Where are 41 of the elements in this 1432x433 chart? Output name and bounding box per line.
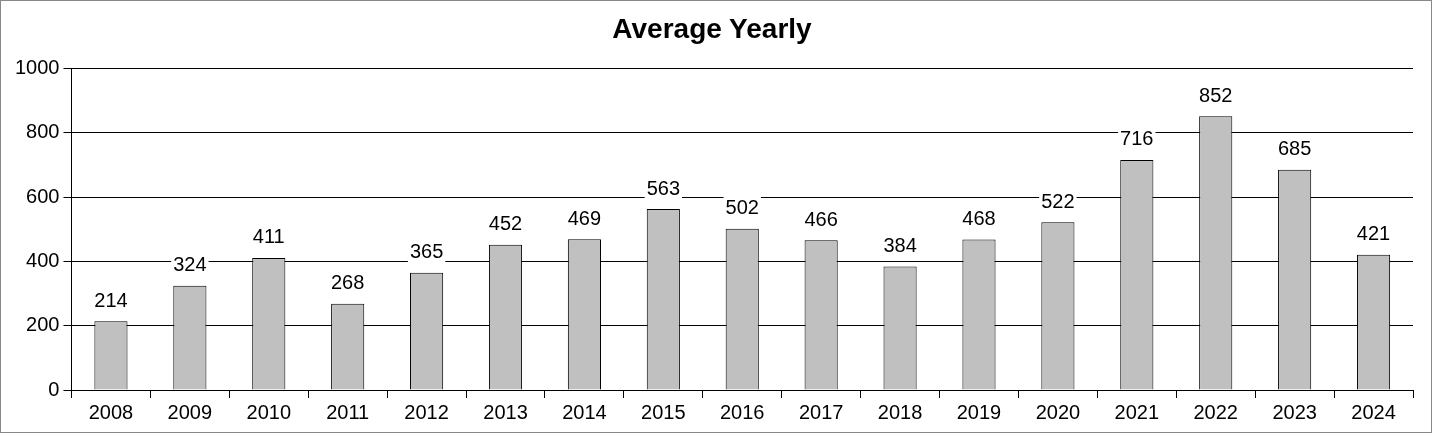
- data-label: 522: [1041, 189, 1075, 212]
- data-label: 685: [1277, 137, 1312, 160]
- y-tick-label: 200: [26, 313, 60, 336]
- data-label: 384: [883, 234, 917, 257]
- data-label: 214: [94, 288, 128, 311]
- chart-title: Average Yearly: [612, 12, 813, 44]
- data-label: 268: [331, 271, 365, 294]
- data-label: 469: [567, 206, 602, 229]
- x-tick-label: 2021: [1114, 400, 1160, 423]
- x-tick-label: 2016: [720, 400, 765, 423]
- x-tick-label: 2018: [877, 400, 923, 423]
- x-tick-label: 2023: [1272, 400, 1317, 423]
- data-label: 716: [1120, 127, 1154, 150]
- x-tick-label: 2008: [88, 400, 134, 423]
- data-label: 563: [646, 176, 681, 199]
- x-tick-label: 2010: [246, 400, 292, 423]
- data-label: 466: [804, 207, 838, 230]
- data-label: 421: [1356, 222, 1391, 245]
- x-tick-label: 2022: [1193, 400, 1238, 423]
- data-label: 365: [409, 240, 444, 263]
- x-tick-label: 2017: [798, 400, 844, 423]
- y-tick-label: 800: [26, 120, 60, 143]
- x-tick-label: 2011: [326, 400, 370, 423]
- x-tick-label: 2024: [1351, 400, 1396, 423]
- data-label: 411: [252, 225, 285, 248]
- y-tick-label: 0: [48, 377, 60, 400]
- y-tick-label: 1000: [14, 56, 60, 79]
- y-tick-label: 600: [26, 184, 60, 207]
- x-tick-label: 2015: [641, 400, 686, 423]
- data-label: 452: [488, 212, 523, 235]
- x-tick-label: 2020: [1035, 400, 1081, 423]
- x-tick-label: 2009: [167, 400, 213, 423]
- data-label: 502: [725, 196, 759, 219]
- data-label: 324: [173, 253, 207, 276]
- x-tick-label: 2013: [483, 400, 528, 423]
- y-tick-label: 400: [26, 248, 60, 271]
- data-label: 852: [1199, 83, 1233, 106]
- x-tick-label: 2014: [562, 400, 607, 423]
- x-tick-label: 2019: [956, 400, 1002, 423]
- x-tick-label: 2012: [404, 400, 449, 423]
- data-label: 468: [962, 207, 996, 230]
